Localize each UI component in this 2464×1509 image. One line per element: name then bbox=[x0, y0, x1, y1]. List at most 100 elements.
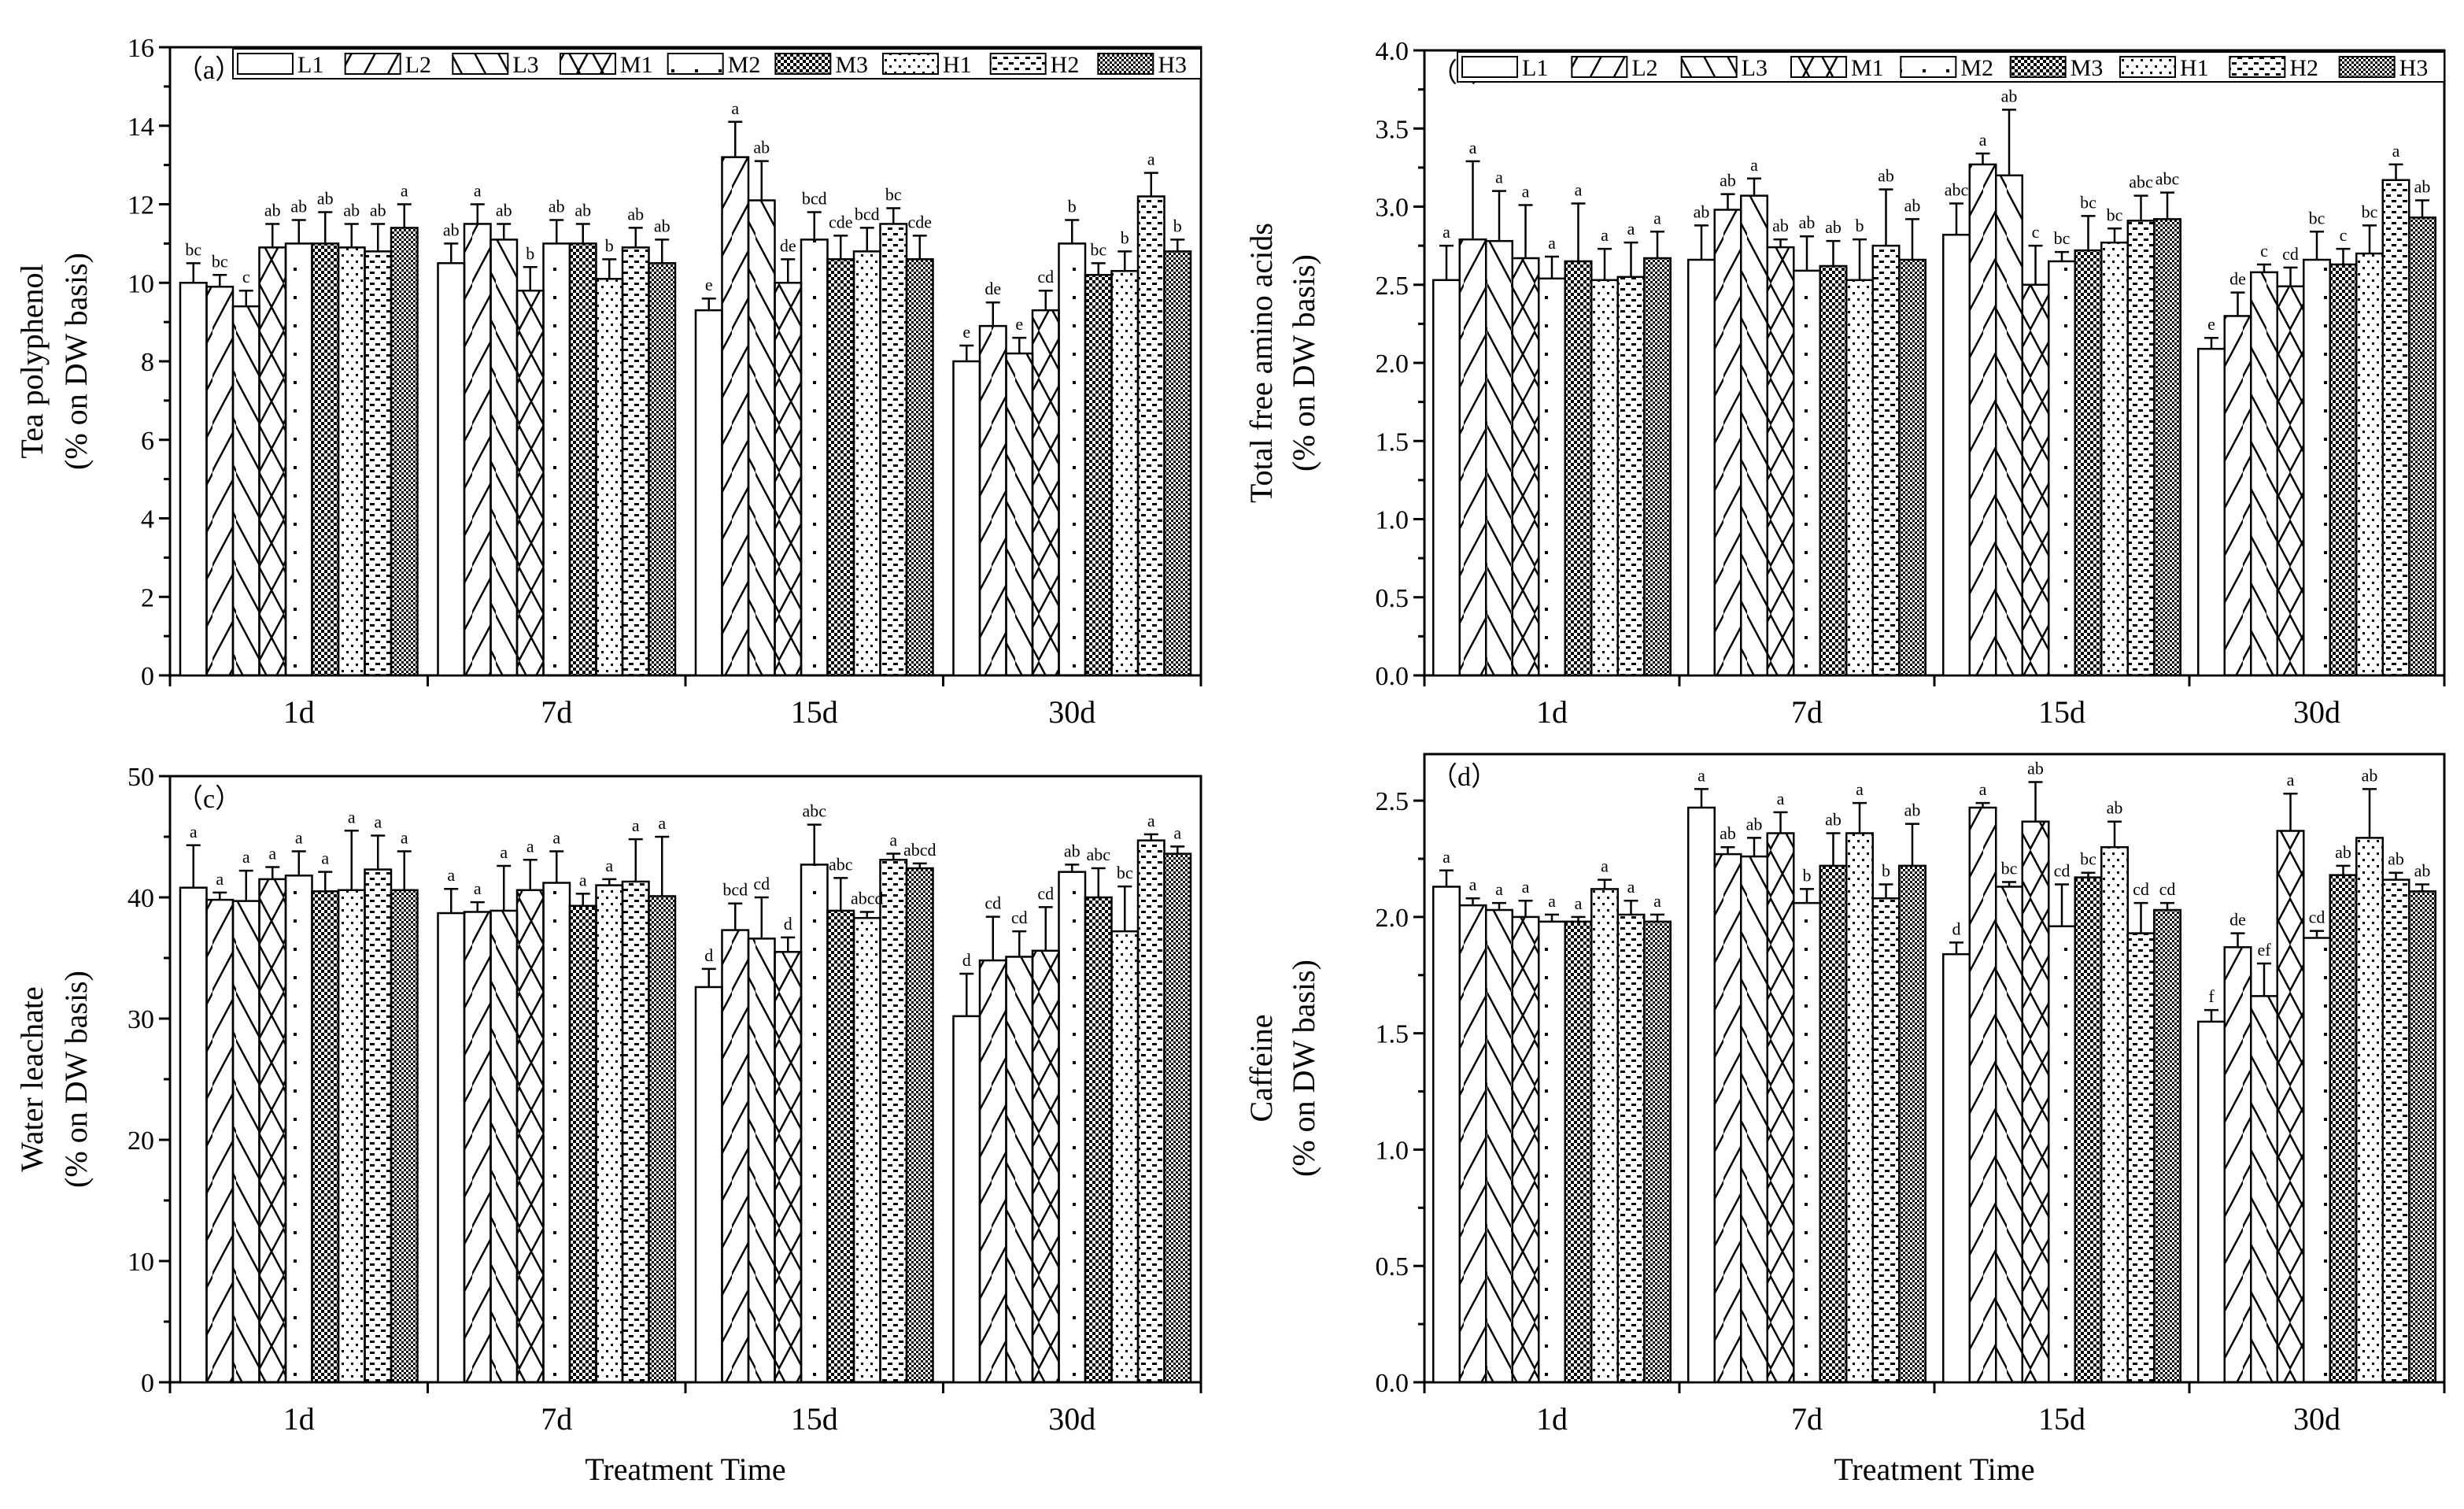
significance-label: b bbox=[1173, 216, 1182, 235]
bar-m3-7d bbox=[1819, 264, 1848, 677]
bar-m1-7d bbox=[515, 889, 545, 1384]
bar-l2-30d bbox=[978, 959, 1007, 1384]
significance-label: bc bbox=[2309, 208, 2325, 227]
bar-l2-15d bbox=[721, 929, 750, 1384]
significance-label: a bbox=[1750, 155, 1758, 175]
bar-l3-30d bbox=[1005, 956, 1034, 1384]
significance-label: cd bbox=[2133, 879, 2149, 899]
significance-label: cd bbox=[2282, 244, 2299, 264]
significance-label: abcd bbox=[851, 888, 884, 908]
significance-label: a bbox=[1173, 823, 1181, 842]
significance-label: bcd bbox=[722, 880, 748, 900]
bar-h3-7d bbox=[648, 895, 677, 1384]
bar-m2-7d bbox=[1793, 901, 1821, 1384]
significance-label: ab bbox=[317, 188, 334, 208]
bar-l1-15d bbox=[1942, 952, 1971, 1384]
legend-label-h2: H2 bbox=[1051, 52, 1080, 78]
significance-label: bc bbox=[185, 239, 201, 259]
significance-label: ab bbox=[1694, 202, 1710, 221]
significance-label: ab bbox=[549, 196, 565, 216]
significance-label: ab bbox=[1825, 809, 1842, 829]
bar-m1-30d bbox=[2276, 830, 2305, 1384]
y-tick-label: 0 bbox=[141, 662, 154, 691]
bar-l2-7d bbox=[463, 911, 492, 1384]
significance-label: d bbox=[784, 914, 792, 934]
significance-label: ab bbox=[2001, 86, 2018, 105]
bar-l2-7d bbox=[1713, 853, 1742, 1384]
significance-label: abc bbox=[1945, 180, 1969, 200]
significance-label: ab bbox=[1904, 195, 1921, 215]
panel-d-caffeine: 0.00.51.01.52.02.51d 7d 15d 30daadfaabadeaa… bbox=[1243, 753, 2446, 1487]
x-axis-title: Treatment Time bbox=[585, 1452, 785, 1487]
bar-h1-7d bbox=[595, 884, 624, 1384]
legend-label-h3: H3 bbox=[2399, 55, 2429, 81]
significance-label: a bbox=[268, 844, 276, 864]
y-tick-label: 2.0 bbox=[1376, 904, 1409, 933]
bar-h2-1d bbox=[1616, 913, 1646, 1384]
significance-label: a bbox=[216, 869, 223, 889]
legend-label-h2: H2 bbox=[2289, 55, 2318, 81]
significance-label: a bbox=[1443, 847, 1450, 867]
significance-label: bc bbox=[2054, 228, 2071, 248]
bar-h3-15d bbox=[905, 258, 934, 677]
bar-m3-1d bbox=[1564, 920, 1593, 1384]
significance-label: a bbox=[295, 827, 303, 847]
significance-label: c bbox=[242, 267, 250, 287]
bar-l1-15d bbox=[694, 309, 723, 677]
bar-l2-15d bbox=[1968, 806, 1997, 1384]
bar-m2-30d bbox=[1058, 242, 1087, 677]
bar-l3-15d bbox=[747, 938, 776, 1384]
legend-swatch-m2 bbox=[667, 53, 724, 75]
bar-h3-7d bbox=[1898, 258, 1927, 677]
bar-l1-7d bbox=[437, 262, 466, 677]
bar-l2-30d bbox=[2223, 946, 2252, 1384]
legend-swatch-h1 bbox=[2119, 56, 2176, 78]
significance-label: bc bbox=[1090, 239, 1106, 259]
bar-l3-7d bbox=[489, 909, 519, 1384]
significance-label: ab bbox=[1064, 841, 1081, 860]
y-tick-label: 14 bbox=[127, 113, 154, 142]
bar-h1-15d bbox=[2100, 845, 2129, 1384]
legend-swatch-l2 bbox=[1571, 56, 1628, 78]
significance-label: a bbox=[1443, 222, 1450, 242]
y-tick-label: 20 bbox=[127, 1126, 154, 1156]
significance-label: de bbox=[780, 235, 796, 255]
x-tick-label-7d: 7d bbox=[1791, 1401, 1823, 1437]
bar-l1-1d bbox=[179, 282, 208, 677]
bar-m3-15d bbox=[2074, 876, 2103, 1384]
bar-m1-30d bbox=[2276, 285, 2305, 677]
significance-label: ab bbox=[2414, 861, 2431, 881]
bar-l3-30d bbox=[1005, 352, 1034, 677]
significance-label: b bbox=[1068, 196, 1077, 216]
bar-l3-1d bbox=[1485, 239, 1513, 677]
significance-label: bc bbox=[1117, 863, 1133, 882]
bar-m2-7d bbox=[542, 242, 571, 677]
significance-label: a bbox=[1147, 150, 1155, 169]
legend-swatch-m3 bbox=[2009, 56, 2067, 78]
bar-l1-30d bbox=[2197, 347, 2226, 677]
bar-m2-7d bbox=[1793, 269, 1821, 677]
panel-b-total-free-amino-acids: 0.00.51.01.52.02.53.03.54.01d 7d 15d 30daab… bbox=[1243, 37, 2446, 730]
significance-label: cd bbox=[1011, 908, 1028, 927]
bar-h3-1d bbox=[1643, 920, 1672, 1384]
legend-swatch-l1 bbox=[237, 53, 294, 75]
significance-label: a bbox=[447, 865, 455, 885]
significance-label: ab bbox=[2414, 177, 2431, 197]
y-tick-label: 40 bbox=[127, 884, 154, 913]
legend-swatch-l1 bbox=[1461, 56, 1518, 78]
significance-label: a bbox=[605, 856, 613, 875]
bar-m3-7d bbox=[568, 904, 597, 1384]
y-tick-label: 0.5 bbox=[1376, 1252, 1409, 1282]
bar-h1-7d bbox=[1845, 279, 1874, 677]
y-axis-title: Tea polyphenol bbox=[14, 264, 50, 458]
y-tick-label: 3.5 bbox=[1376, 115, 1409, 144]
y-tick-label: 2.5 bbox=[1376, 272, 1409, 301]
bar-h2-7d bbox=[621, 880, 650, 1384]
x-tick-label-7d: 7d bbox=[541, 694, 572, 730]
bar-l1-15d bbox=[1942, 233, 1971, 677]
significance-label: a bbox=[579, 870, 587, 889]
bar-h1-15d bbox=[2100, 241, 2129, 677]
y-tick-label: 2.0 bbox=[1376, 350, 1409, 379]
bar-m3-30d bbox=[1084, 274, 1113, 677]
bar-l2-15d bbox=[1968, 163, 1997, 677]
